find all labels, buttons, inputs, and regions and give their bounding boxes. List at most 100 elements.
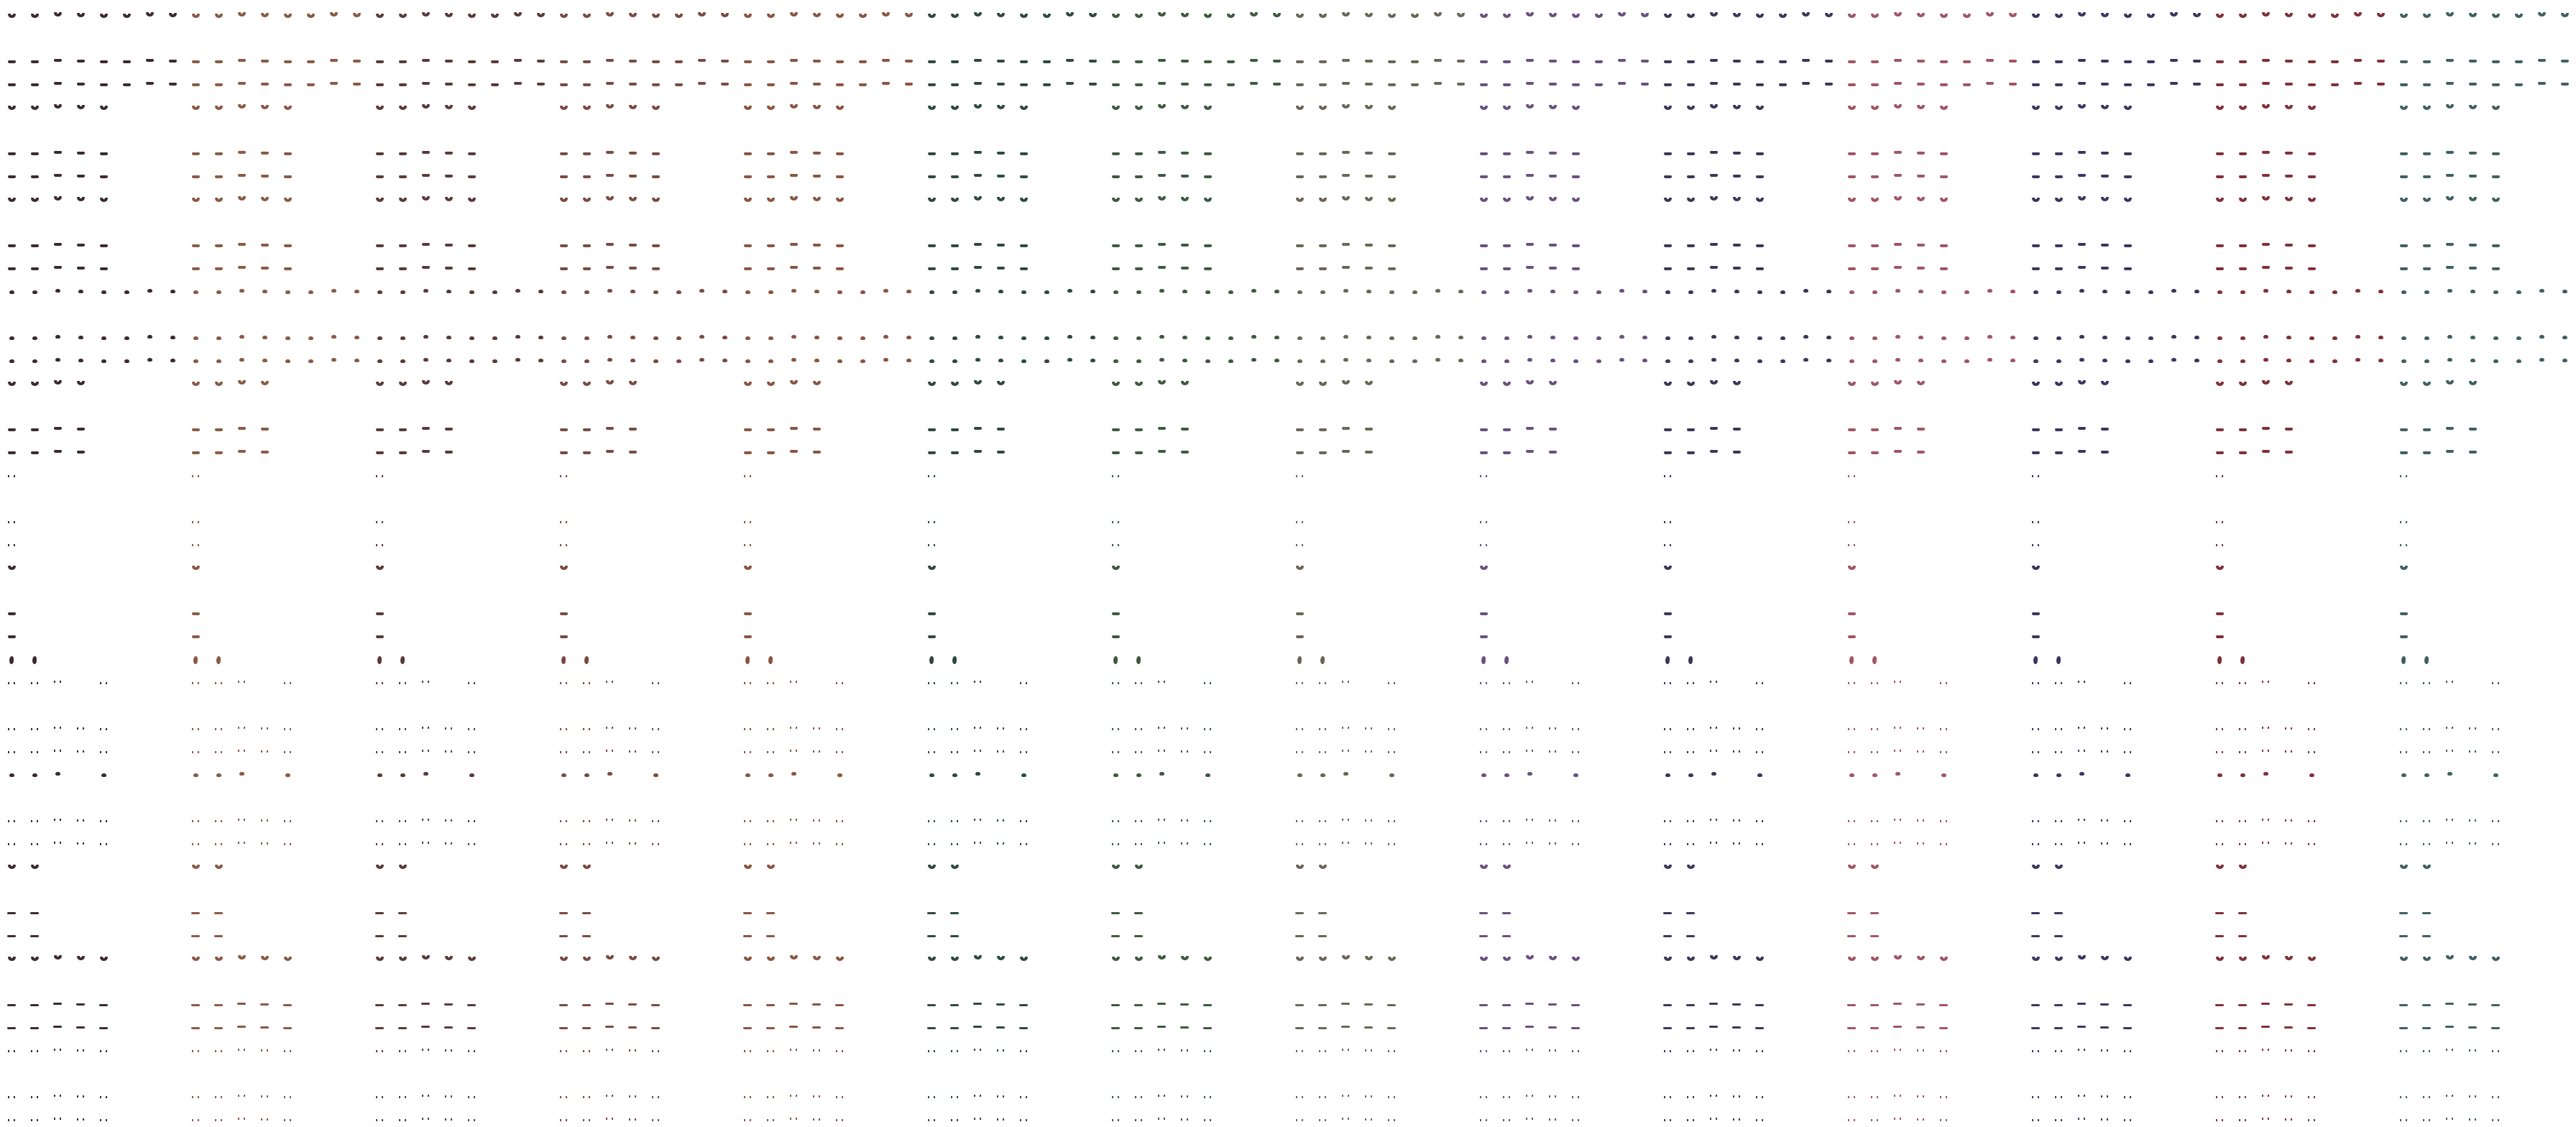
beard-sprite-stache (214, 152, 223, 155)
beard-sprite-stache (53, 266, 62, 269)
beard-sprite-stache (1916, 244, 1925, 247)
beard-sprite-sparse (744, 1049, 751, 1052)
beard-sprite-sparse (215, 1049, 222, 1052)
beard-sprite-stache (1364, 267, 1373, 270)
beard-sprite-stache (1893, 82, 1902, 85)
beard-sprite-sparse (951, 1095, 958, 1098)
beard-sprite-dot (538, 358, 543, 362)
beard-sprite-dot (9, 359, 14, 363)
beard-sprite-bowl (1157, 380, 1166, 385)
beard-sprite-stache (2261, 174, 2270, 177)
beard-sprite-dot (630, 335, 635, 339)
beard-sprite-stache (651, 267, 660, 270)
beard-sprite-dot (2217, 290, 2222, 294)
beard-sprite-dot (285, 290, 290, 294)
beard-sprite-stache (2399, 244, 2408, 247)
beard-sprite-stache (766, 428, 775, 431)
beard-sprite-bowl (214, 382, 223, 386)
beard-sprite-stache (2399, 612, 2408, 615)
beard-sprite-bowl (1387, 957, 1396, 961)
beard-sprite-sparse (1388, 750, 1395, 753)
beard-sprite-sparse (1894, 749, 1901, 752)
beard-sprite-dot (2194, 335, 2199, 339)
beard-sprite-long (2261, 1025, 2270, 1028)
beard-sprite-stache (1548, 175, 1557, 178)
beard-sprite-sparse (2446, 1094, 2453, 1097)
beard-sprite-sparse (951, 681, 958, 684)
beard-sprite-sparse (2032, 819, 2039, 822)
beard-sprite-dot (2309, 773, 2314, 777)
beard-sprite-sparse (2078, 841, 2085, 844)
beard-sprite-dot (2562, 335, 2567, 339)
beard-sprite-stache (1019, 83, 1028, 86)
beard-sprite-stache (7, 83, 16, 86)
beard-sprite-dot (2516, 359, 2521, 363)
beard-sprite-sparse (2308, 1049, 2315, 1052)
beard-sprite-stache (1525, 59, 1534, 62)
beard-sprite-sparse (376, 520, 383, 523)
beard-sprite-stache (2491, 175, 2500, 178)
beard-sprite-dot (2424, 290, 2429, 294)
beard-sprite-stache (1180, 267, 1189, 270)
beard-sprite-dot (975, 771, 980, 776)
beard-sprite-dot (2309, 290, 2314, 294)
beard-sprite-long (2422, 1003, 2431, 1006)
beard-sprite-long (1134, 1026, 1143, 1029)
beard-sprite-sparse (2400, 1118, 2407, 1121)
beard-sprite-bowl (1019, 106, 1028, 110)
beard-sprite-stache (2422, 428, 2431, 431)
beard-sprite-long (53, 1025, 62, 1028)
beard-sprite-sparse (2124, 1118, 2131, 1121)
beard-sprite-dot (791, 334, 796, 339)
beard-sprite-bowl (237, 104, 246, 109)
beard-sprite-dot (1251, 288, 1256, 293)
beard-sprite-dot (1619, 334, 1624, 339)
beard-sprite-drop (584, 656, 589, 664)
beard-sprite-bowl (375, 566, 384, 570)
beard-sprite-bowl (2261, 196, 2270, 201)
beard-sprite-long (1755, 1026, 1764, 1029)
beard-sprite-long (1870, 1003, 1879, 1006)
beard-sprite-dot (446, 358, 451, 362)
beard-sprite-bowl (444, 197, 453, 201)
beard-sprite-sparse (31, 727, 38, 730)
beard-sprite-sparse (445, 1049, 452, 1052)
beard-sprite-stache (996, 451, 1005, 454)
beard-sprite-stache (2031, 175, 2040, 178)
beard-sprite-sparse (54, 680, 61, 683)
beard-sprite-stache (1042, 60, 1051, 63)
color-variant-block (0, 0, 184, 1127)
beard-sprite-stache (2422, 175, 2431, 178)
beard-sprite-dot (561, 773, 566, 777)
beard-sprite-sparse (54, 1094, 61, 1097)
beard-sprite-bowl (237, 12, 246, 17)
beard-sprite-bowl (1571, 198, 1580, 202)
beard-sprite-bowl (375, 14, 384, 18)
beard-sprite-stache (237, 427, 246, 430)
color-variant-block (552, 0, 736, 1127)
beard-sprite-stache (191, 635, 200, 638)
beard-sprite-long (743, 934, 752, 937)
beard-sprite-sparse (1158, 680, 1165, 683)
beard-sprite-bowl (1387, 198, 1396, 202)
beard-sprite-sparse (2423, 750, 2430, 753)
beard-sprite-stache (2491, 60, 2500, 63)
beard-sprite-sparse (445, 1095, 452, 1098)
beard-sprite-dot (1596, 290, 1601, 294)
beard-sprite-sparse (1733, 750, 1740, 753)
beard-sprite-sparse (1204, 819, 1211, 822)
beard-sprite-dot (423, 334, 428, 339)
beard-sprite-stache (1847, 267, 1856, 270)
beard-sprite-sparse (951, 1049, 958, 1052)
beard-sprite-bowl (444, 956, 453, 960)
beard-sprite-sparse (422, 1048, 429, 1051)
beard-sprite-long (559, 1003, 568, 1006)
beard-sprite-long (1479, 1003, 1488, 1006)
beard-sprite-stache (2123, 83, 2132, 86)
beard-sprite-bowl (145, 12, 154, 17)
beard-sprite-long (2307, 1026, 2316, 1029)
beard-sprite-sparse (192, 543, 199, 546)
beard-sprite-dot (1343, 771, 1348, 776)
beard-sprite-long (1686, 1026, 1695, 1029)
beard-sprite-sparse (1503, 750, 1510, 753)
